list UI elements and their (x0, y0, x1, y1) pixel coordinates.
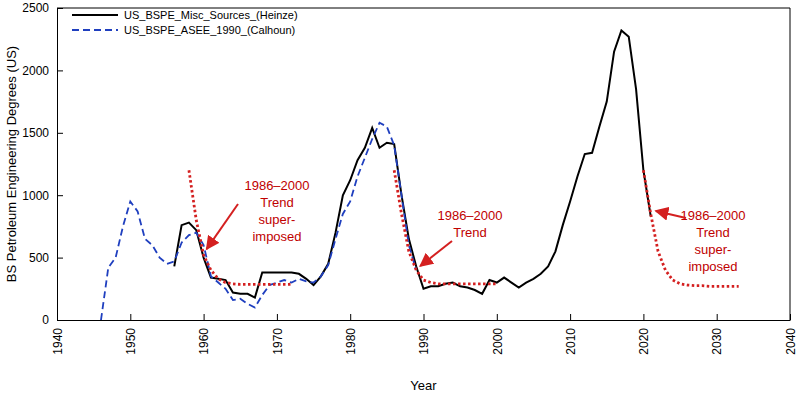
x-tick-label: 1990 (417, 328, 431, 355)
annotation-line: 1986–2000 (680, 208, 745, 223)
trend-line (394, 170, 497, 284)
y-tick-mark (57, 70, 63, 71)
legend-label: US_BSPE_ASEE_1990_(Calhoun) (124, 24, 295, 36)
y-tick: 1000 (22, 189, 63, 203)
x-tick: 1960 (197, 314, 211, 355)
y-tick: 0 (42, 313, 63, 327)
annotation-line: imposed (252, 229, 301, 244)
frame-right (790, 8, 791, 320)
x-tick-mark (130, 314, 131, 320)
annotation-line: Trend (696, 225, 729, 240)
x-axis-title: Year (410, 378, 437, 393)
y-axis: 0 500 1000 1500 2000 2500 (22, 1, 63, 327)
x-tick: 1990 (417, 314, 431, 355)
annotation-line: 1986–2000 (437, 208, 502, 223)
x-tick: 1950 (124, 314, 138, 355)
x-tick-label: 2040 (784, 328, 798, 355)
y-tick: 2000 (22, 64, 63, 78)
x-tick: 1980 (344, 314, 358, 355)
y-tick-mark (57, 133, 63, 134)
annotation: 1986–2000 Trend super-imposed (244, 178, 309, 244)
annotation-line: super- (695, 242, 732, 257)
x-tick-label: 1980 (344, 328, 358, 355)
trend-line (643, 170, 738, 286)
y-tick-mark (57, 320, 63, 321)
x-tick-mark (643, 314, 644, 320)
x-tick-mark (277, 314, 278, 320)
y-tick-label: 2500 (22, 1, 49, 15)
series-line (101, 123, 416, 320)
legend-label: US_BSPE_Misc_Sources_(Heinze) (124, 9, 298, 21)
annotation: 1986–2000 Trend super-imposed (680, 208, 745, 274)
legend-swatch (72, 14, 118, 16)
x-tick: 2030 (710, 314, 724, 355)
x-tick-label: 2010 (564, 328, 578, 355)
y-tick-label: 1500 (22, 126, 49, 140)
y-tick-label: 500 (29, 251, 49, 265)
y-tick-mark (57, 195, 63, 196)
x-tick-mark (424, 314, 425, 320)
annotation-arrow (420, 241, 452, 266)
x-tick-label: 1960 (197, 328, 211, 355)
y-tick-label: 0 (42, 313, 49, 327)
annotation-line: super- (259, 212, 296, 227)
x-axis: 1940 1950 1960 1970 1980 1990 2000 2010 2020 2030… (51, 314, 798, 355)
x-tick-label: 1940 (51, 328, 65, 355)
annotation-line: Trend (260, 195, 293, 210)
y-axis-title: BS Petroleum Engineering Degrees (US) (4, 46, 19, 282)
y-tick-label: 2000 (22, 64, 49, 78)
legend-swatch (72, 29, 118, 31)
x-tick: 2010 (564, 314, 578, 355)
x-tick-label: 2020 (637, 328, 651, 355)
x-tick-label: 1970 (271, 328, 285, 355)
x-axis-line (58, 320, 791, 321)
y-tick: 1500 (22, 126, 63, 140)
x-tick-mark (350, 314, 351, 320)
x-tick: 2020 (637, 314, 651, 355)
x-tick-mark (570, 314, 571, 320)
plot-lines (101, 30, 739, 320)
x-tick-mark (497, 314, 498, 320)
annotation-line: imposed (688, 259, 737, 274)
x-tick: 1970 (271, 314, 285, 355)
legend: US_BSPE_Misc_Sources_(Heinze) US_BSPE_ASE… (72, 9, 298, 36)
x-tick-mark (204, 314, 205, 320)
annotation-arrow (207, 204, 238, 249)
x-tick-label: 2000 (491, 328, 505, 355)
x-tick-mark (717, 314, 718, 320)
y-axis-line (57, 9, 58, 321)
y-tick: 500 (29, 251, 63, 265)
y-tick-mark (57, 8, 63, 9)
x-tick-label: 1950 (124, 328, 138, 355)
annotation: 1986–2000 Trend (437, 208, 502, 240)
annotation-line: Trend (453, 225, 486, 240)
x-tick-label: 2030 (710, 328, 724, 355)
y-tick-mark (57, 258, 63, 259)
annotation-arrow (656, 211, 686, 218)
chart: 1940 1950 1960 1970 1980 1990 2000 2010 2020 2030… (0, 0, 800, 401)
x-tick: 1940 (51, 314, 65, 355)
annotations: 1986–2000 Trend super-imposed 1986–2000 Tren… (207, 178, 746, 274)
x-tick-mark (790, 314, 791, 320)
y-tick: 2500 (22, 1, 63, 15)
x-tick: 2000 (491, 314, 505, 355)
y-tick-label: 1000 (22, 189, 49, 203)
x-tick: 2040 (784, 314, 798, 355)
annotation-line: 1986–2000 (244, 178, 309, 193)
